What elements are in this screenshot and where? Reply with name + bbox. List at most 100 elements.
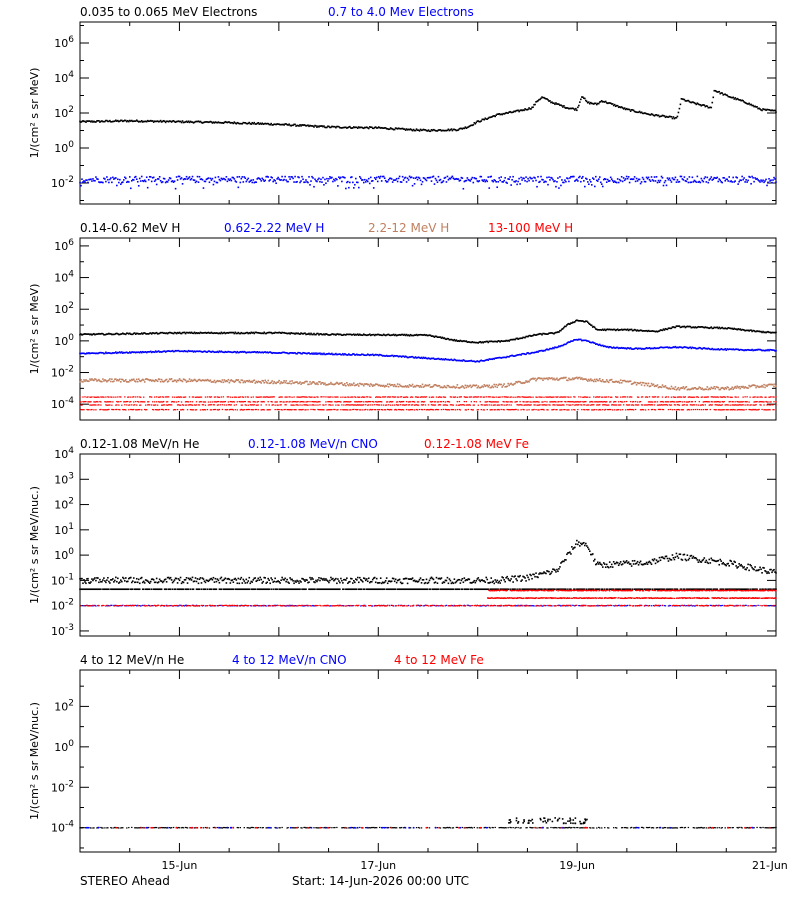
data-point xyxy=(488,358,491,360)
data-point xyxy=(421,181,424,183)
data-point xyxy=(391,404,394,406)
data-point xyxy=(612,404,614,406)
data-point xyxy=(406,356,409,359)
data-point xyxy=(569,404,571,406)
data-point xyxy=(303,404,305,406)
data-point xyxy=(386,401,389,403)
data-point xyxy=(694,347,697,349)
data-point xyxy=(356,126,358,129)
data-point xyxy=(403,333,406,336)
data-point xyxy=(199,331,202,334)
data-point xyxy=(317,352,319,355)
data-point xyxy=(129,401,131,403)
data-point xyxy=(579,175,581,178)
data-point xyxy=(555,396,557,398)
data-point xyxy=(114,352,116,354)
data-point xyxy=(720,181,723,183)
data-point xyxy=(466,177,469,179)
data-point xyxy=(310,383,312,385)
data-point xyxy=(510,382,512,385)
data-point xyxy=(194,351,197,353)
data-point xyxy=(432,404,435,406)
data-point xyxy=(706,401,708,403)
data-point xyxy=(305,380,307,383)
data-point xyxy=(416,129,419,132)
data-point xyxy=(292,124,294,127)
data-point xyxy=(126,400,128,403)
data-point xyxy=(121,351,123,353)
data-point xyxy=(84,400,86,403)
data-point xyxy=(617,401,620,403)
data-point xyxy=(690,347,693,350)
data-point xyxy=(256,381,259,384)
data-point xyxy=(166,120,169,123)
data-point xyxy=(769,180,771,182)
data-point xyxy=(225,121,228,124)
data-point xyxy=(536,404,538,406)
data-point xyxy=(236,401,239,403)
data-point xyxy=(322,382,324,384)
data-point xyxy=(447,128,450,131)
data-point xyxy=(254,382,257,384)
data-point xyxy=(459,339,462,342)
data-point xyxy=(334,125,336,128)
data-point xyxy=(602,401,604,403)
data-point xyxy=(558,187,560,189)
data-point xyxy=(512,355,514,357)
data-point xyxy=(712,327,715,330)
data-point xyxy=(654,330,657,333)
data-point xyxy=(317,383,319,386)
data-point xyxy=(675,388,678,391)
data-point xyxy=(347,401,349,403)
data-point xyxy=(355,396,357,398)
data-point xyxy=(687,388,690,390)
data-point xyxy=(721,401,723,403)
data-point xyxy=(359,177,362,180)
data-point xyxy=(626,380,629,383)
data-point xyxy=(123,401,125,403)
data-point xyxy=(415,396,418,398)
data-point xyxy=(137,378,140,380)
data-point xyxy=(328,404,330,406)
data-point xyxy=(681,404,684,406)
data-point xyxy=(518,404,520,406)
data-point xyxy=(502,112,504,115)
data-point xyxy=(721,404,723,406)
data-point xyxy=(664,401,667,403)
data-point xyxy=(627,380,630,383)
data-point xyxy=(135,351,138,353)
data-point xyxy=(498,340,500,342)
data-point xyxy=(607,346,610,349)
data-point xyxy=(469,180,472,182)
data-point xyxy=(651,179,654,181)
data-point xyxy=(349,404,351,406)
data-point xyxy=(545,180,547,183)
data-point xyxy=(259,351,262,354)
data-point xyxy=(753,329,755,332)
data-point xyxy=(119,351,121,353)
data-point xyxy=(279,352,281,354)
data-point xyxy=(303,396,305,398)
data-point xyxy=(177,379,180,382)
data-point xyxy=(617,347,620,350)
data-point xyxy=(693,387,696,389)
data-point xyxy=(702,180,705,183)
data-point xyxy=(161,331,164,334)
data-point xyxy=(366,383,369,386)
data-point xyxy=(748,349,750,351)
data-point xyxy=(357,126,360,128)
data-point xyxy=(93,404,95,406)
data-point xyxy=(696,175,699,178)
data-point xyxy=(159,380,162,383)
data-point xyxy=(694,326,697,328)
data-point xyxy=(715,90,718,93)
data-point xyxy=(180,401,183,403)
data-point xyxy=(491,115,494,118)
data-point xyxy=(358,126,361,129)
data-point xyxy=(397,334,400,336)
data-point xyxy=(464,396,467,398)
data-point xyxy=(653,401,656,403)
data-point xyxy=(83,120,85,123)
data-point xyxy=(753,105,755,108)
